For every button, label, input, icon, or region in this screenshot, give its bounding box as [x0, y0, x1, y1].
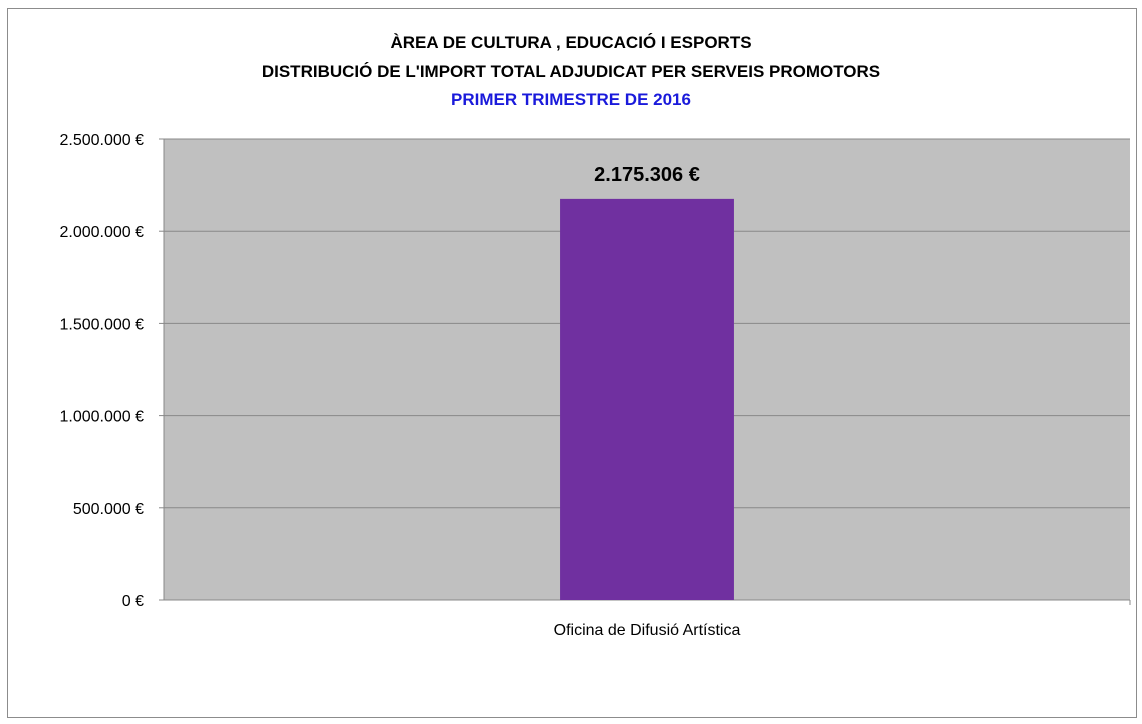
data-label: 2.175.306 € — [594, 164, 700, 186]
bar — [560, 198, 734, 600]
y-tick-label: 2.500.000 € — [59, 132, 144, 149]
y-tick-label: 1.500.000 € — [59, 316, 144, 333]
y-tick-label: 2.000.000 € — [59, 224, 144, 241]
chart-title: ÀREA DE CULTURA , EDUCACIÓ I ESPORTS — [390, 33, 752, 52]
x-axis-categories: Oficina de Difusió Artística — [554, 622, 741, 639]
data-labels: 2.175.306 € — [594, 164, 700, 186]
y-tick-label: 0 € — [122, 593, 144, 610]
y-tick-label: 1.000.000 € — [59, 409, 144, 426]
chart-subtitle: DISTRIBUCIÓ DE L'IMPORT TOTAL ADJUDICAT … — [261, 62, 881, 81]
bars — [560, 198, 734, 600]
chart-period: PRIMER TRIMESTRE DE 2016 — [451, 90, 691, 109]
y-tick-label: 500.000 € — [73, 501, 144, 518]
category-label: Oficina de Difusió Artística — [554, 622, 741, 639]
y-axis-ticks: 0 € 500.000 € 1.000.000 € 1.500.000 € 2.000.… — [59, 132, 1131, 610]
